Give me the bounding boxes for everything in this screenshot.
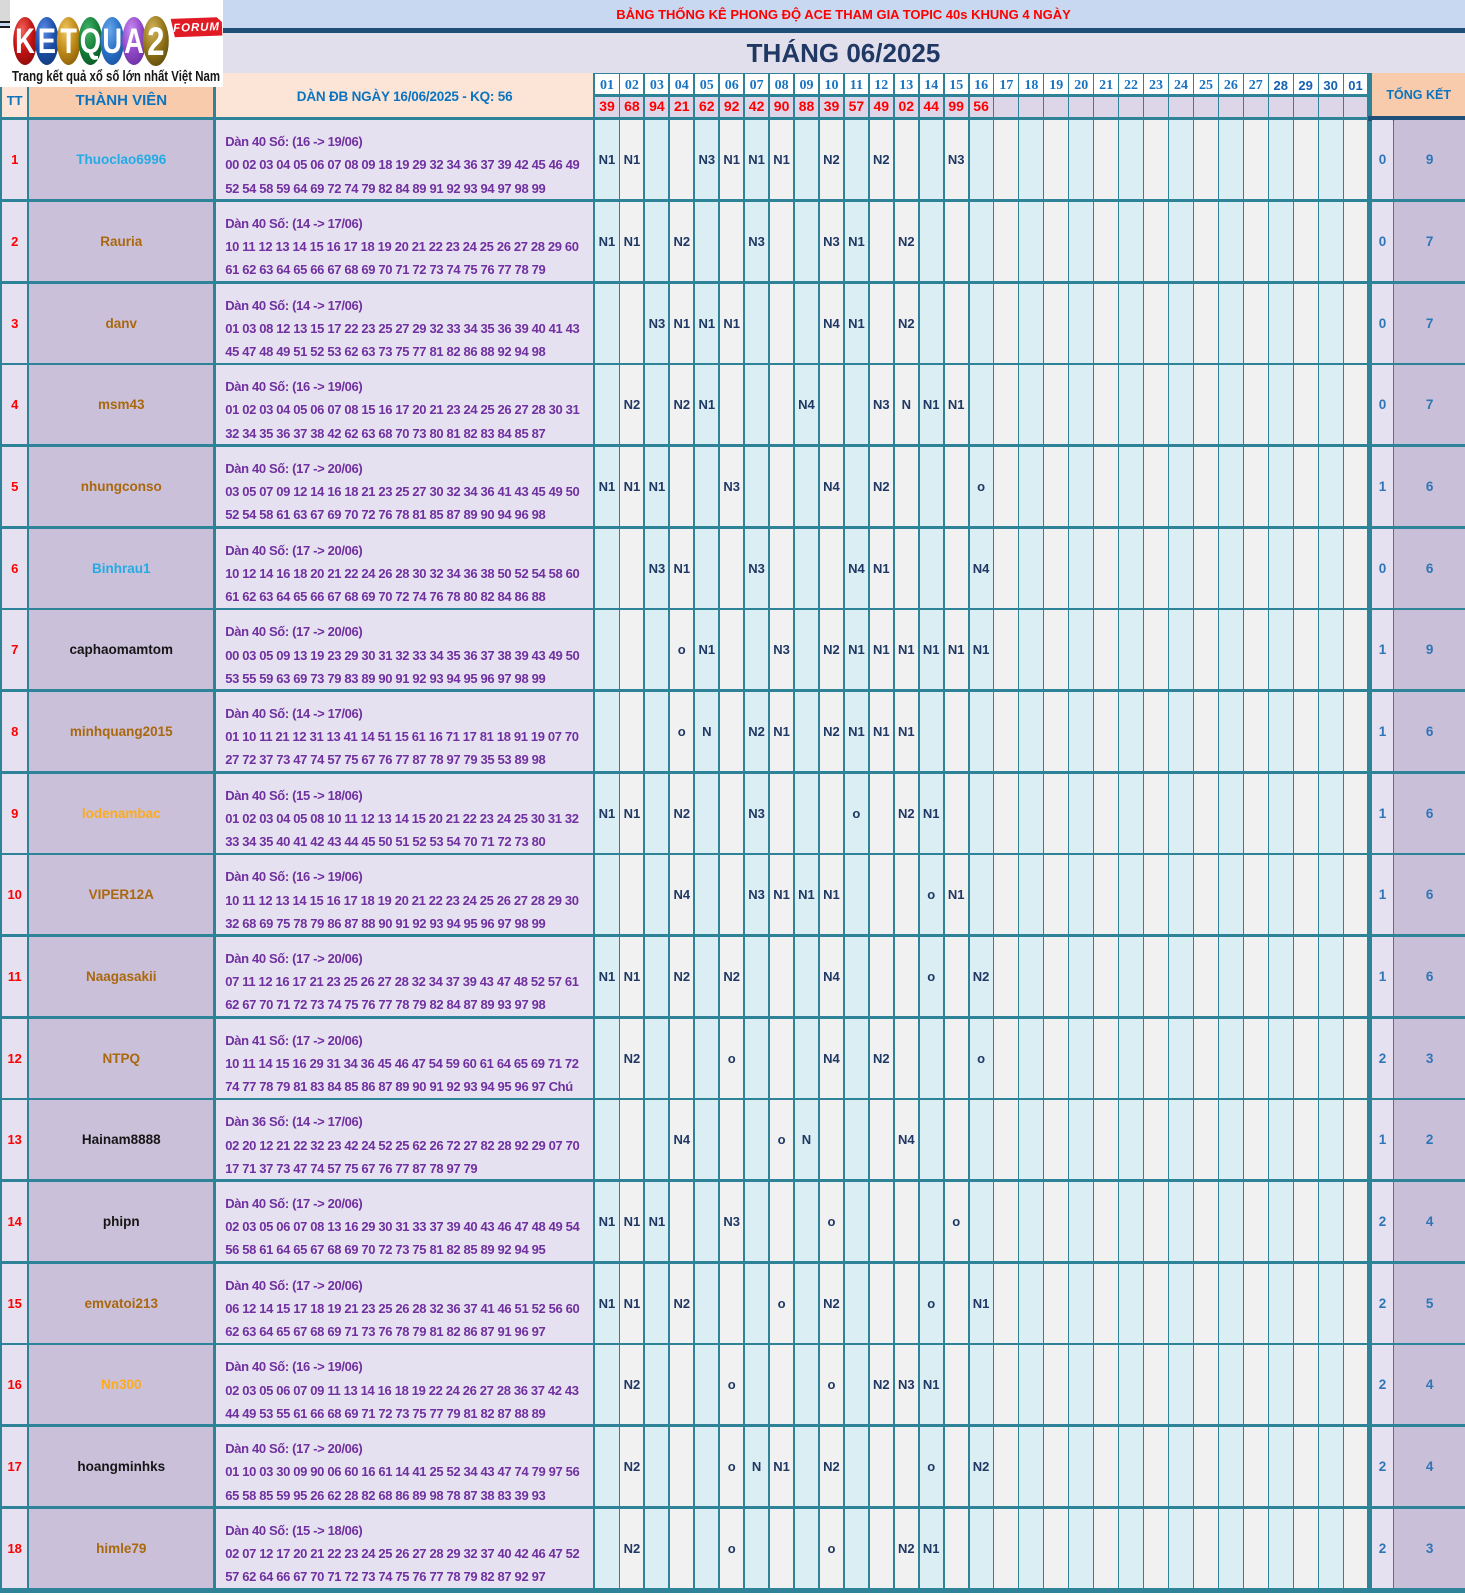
svg-text:2: 2 <box>147 19 164 64</box>
svg-text:U: U <box>102 22 122 61</box>
svg-text:A: A <box>124 22 144 61</box>
svg-text:K: K <box>15 22 35 61</box>
svg-text:FORUM: FORUM <box>173 21 220 35</box>
svg-text:Q: Q <box>79 22 100 61</box>
svg-text:E: E <box>37 22 55 61</box>
svg-text:Trang kết quả xổ số lớn nhất V: Trang kết quả xổ số lớn nhất Việt Nam <box>12 68 220 85</box>
svg-text:T: T <box>60 22 77 61</box>
